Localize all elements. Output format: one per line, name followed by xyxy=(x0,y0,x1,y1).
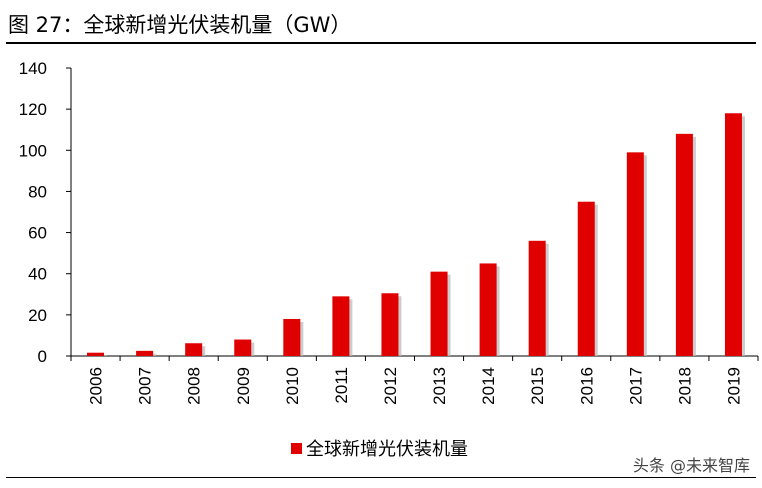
legend: 全球新增光伏装机量 xyxy=(291,439,468,460)
bar xyxy=(675,133,693,356)
bar xyxy=(479,263,497,356)
y-tick-label: 100 xyxy=(19,141,47,160)
x-tick-label: 2010 xyxy=(283,367,302,405)
legend-swatch xyxy=(291,443,302,454)
y-tick-label: 120 xyxy=(19,100,47,119)
bar xyxy=(381,293,399,356)
x-tick-label: 2019 xyxy=(724,367,743,405)
title-rule xyxy=(6,42,756,44)
bar xyxy=(430,271,448,356)
bar xyxy=(234,339,252,356)
bar xyxy=(332,296,350,356)
bar xyxy=(626,152,644,356)
y-tick-label: 20 xyxy=(28,306,47,325)
figure-title: 图 27：全球新增光伏装机量（GW） xyxy=(8,13,352,37)
y-axis: 0 20 40 60 80 100 120 140 xyxy=(19,59,72,366)
y-tick-label: 60 xyxy=(28,224,47,243)
y-tick-label: 40 xyxy=(28,265,47,284)
x-tick-label: 2006 xyxy=(87,367,106,405)
x-tick-label: 2012 xyxy=(381,367,400,405)
watermark-text: 头条 @未来智库 xyxy=(632,456,750,475)
x-tick-label: 2016 xyxy=(577,367,596,405)
bar xyxy=(528,240,546,356)
bottom-rule xyxy=(6,477,756,478)
x-tick-label: 2007 xyxy=(136,367,155,405)
x-tick-label: 2009 xyxy=(234,367,253,405)
y-tick-label: 0 xyxy=(38,347,47,366)
bar xyxy=(283,318,301,356)
x-tick-label: 2011 xyxy=(332,367,351,404)
x-axis: 2006 2007 2008 2009 2010 2011 2012 2013 2014 2015… xyxy=(70,355,759,405)
y-tick-label: 140 xyxy=(19,59,47,78)
x-tick-label: 2013 xyxy=(430,367,449,405)
bar xyxy=(87,352,105,356)
bar xyxy=(185,343,203,356)
x-tick-label: 2018 xyxy=(675,367,694,405)
x-tick-label: 2008 xyxy=(185,367,204,405)
x-tick-label: 2015 xyxy=(528,367,547,405)
x-tick-label: 2014 xyxy=(479,367,498,405)
x-tick-label: 2017 xyxy=(626,367,645,405)
y-tick-label: 80 xyxy=(28,182,47,201)
bar xyxy=(577,201,595,356)
bar xyxy=(136,350,154,356)
legend-label: 全球新增光伏装机量 xyxy=(306,439,468,460)
bars xyxy=(87,113,745,356)
bar xyxy=(724,113,742,356)
